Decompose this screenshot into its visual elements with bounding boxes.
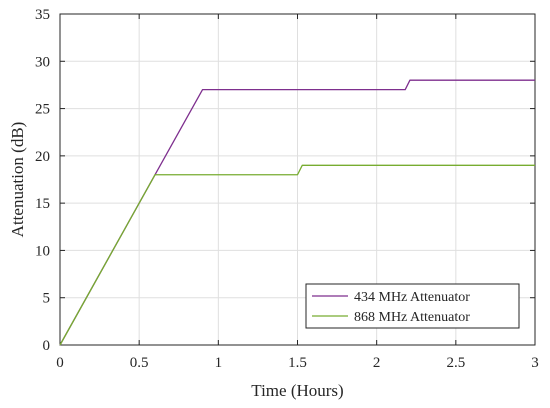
y-axis-label: Attenuation (dB) [8, 122, 27, 238]
x-tick-label: 1 [215, 355, 223, 371]
legend-label-868mhz: 868 MHz Attenuator [354, 310, 470, 325]
x-tick-label: 0.5 [130, 355, 149, 371]
x-tick-label: 0 [56, 355, 64, 371]
y-tick-label: 25 [35, 102, 50, 118]
y-tick-label: 0 [43, 338, 51, 354]
x-tick-label: 1.5 [288, 355, 307, 371]
x-tick-label: 2.5 [446, 355, 465, 371]
series-lines [59, 79, 535, 346]
x-tick-label: 3 [531, 355, 539, 371]
legend: 434 MHz Attenuator 868 MHz Attenuator [305, 283, 520, 329]
series-line-868mhz [59, 164, 535, 346]
legend-label-434mhz: 434 MHz Attenuator [354, 290, 470, 305]
y-tick-label: 5 [43, 291, 51, 307]
y-tick-label: 35 [35, 7, 50, 23]
x-axis-label: Time (Hours) [251, 381, 343, 400]
y-tick-label: 30 [35, 54, 50, 70]
y-tick-label: 10 [35, 243, 50, 259]
y-tick-label: 15 [35, 196, 50, 212]
legend-box [305, 283, 520, 329]
x-tick-label: 2 [373, 355, 381, 371]
y-tick-label: 20 [35, 149, 50, 165]
